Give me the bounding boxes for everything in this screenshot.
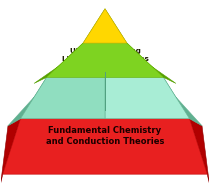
Polygon shape: [8, 77, 47, 126]
Polygon shape: [163, 77, 202, 126]
Text: Electrode
Architecture
Design: Electrode Architecture Design: [117, 80, 164, 101]
Polygon shape: [34, 43, 83, 83]
Polygon shape: [105, 77, 189, 119]
Text: Fundamental Chemistry
and Conduction Theories: Fundamental Chemistry and Conduction The…: [46, 126, 164, 146]
Polygon shape: [1, 119, 21, 183]
Polygon shape: [21, 77, 105, 119]
Polygon shape: [3, 119, 207, 174]
Text: Ultrafast Charing
Lithium-ion Batteries: Ultrafast Charing Lithium-ion Batteries: [62, 48, 148, 62]
Polygon shape: [47, 9, 163, 77]
Polygon shape: [83, 9, 127, 43]
Polygon shape: [189, 119, 209, 183]
Polygon shape: [127, 43, 176, 83]
Text: Materials
Engineering
and Processing: Materials Engineering and Processing: [35, 80, 92, 101]
